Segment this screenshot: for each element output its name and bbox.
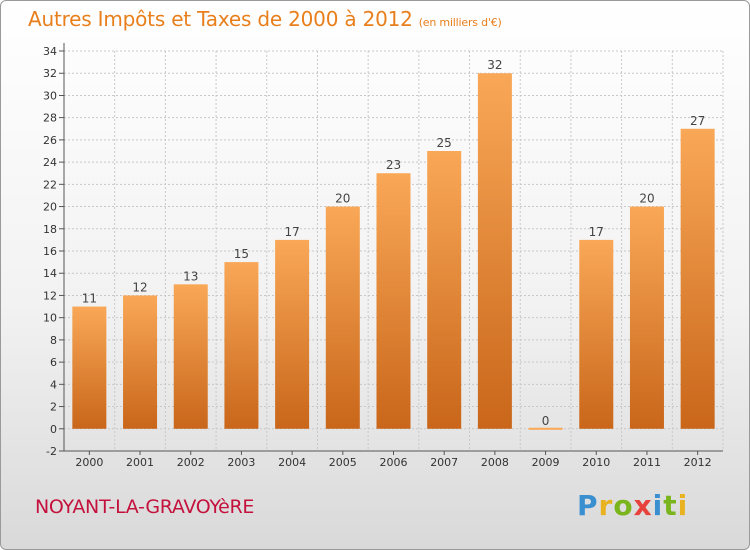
- y-tick-label: 2: [50, 401, 57, 414]
- x-tick-label-2009: 2009: [532, 456, 560, 469]
- x-tick-label-2006: 2006: [380, 456, 408, 469]
- data-label-2002: 13: [183, 269, 198, 283]
- bar-2008: [477, 73, 512, 429]
- y-tick-label: 12: [43, 289, 57, 302]
- commune-name: NOYANT-LA-GRAVOYèRE: [35, 496, 255, 518]
- y-tick-label: 18: [43, 223, 57, 236]
- bar-2005: [325, 206, 360, 429]
- data-label-2007: 25: [437, 136, 452, 150]
- y-tick-label: -2: [46, 445, 57, 458]
- x-tick-label-2008: 2008: [481, 456, 509, 469]
- x-tick-label-2003: 2003: [227, 456, 255, 469]
- y-tick-label: 0: [50, 423, 57, 436]
- logo-letter: i: [677, 489, 689, 522]
- y-tick-label: 8: [50, 334, 57, 347]
- data-label-2010: 17: [589, 225, 604, 239]
- y-tick-label: 30: [43, 89, 57, 102]
- data-label-layer: 11 12 13 15 17 20 23 25 32 0 17 20 27: [82, 58, 706, 428]
- bar-2011: [629, 206, 664, 429]
- bar-2002: [173, 284, 208, 429]
- data-label-2004: 17: [284, 225, 299, 239]
- data-label-2006: 23: [386, 158, 401, 172]
- bar-2003: [224, 262, 259, 429]
- data-label-2005: 20: [335, 192, 350, 206]
- bar-2012: [680, 128, 715, 429]
- data-label-2011: 20: [639, 192, 654, 206]
- chart-title: Autres Impôts et Taxes de 2000 à 2012 (en…: [28, 7, 502, 31]
- y-tick-label: 22: [43, 178, 57, 191]
- proxiti-logo[interactable]: Proxiti: [577, 489, 688, 522]
- y-tick-label: 10: [43, 312, 57, 325]
- bar-layer: [72, 73, 715, 430]
- x-tick-label-2011: 2011: [633, 456, 661, 469]
- data-label-2003: 15: [234, 247, 249, 261]
- bar-2004: [275, 239, 310, 429]
- data-label-2008: 32: [487, 58, 502, 72]
- bar-2007: [427, 151, 462, 429]
- logo-letter: x: [633, 489, 653, 522]
- x-tick-label-2010: 2010: [582, 456, 610, 469]
- chart-subtitle: (en milliers d'€): [418, 16, 502, 29]
- y-tick-label: 16: [43, 245, 57, 258]
- data-label-2001: 12: [132, 280, 147, 294]
- x-tick-label-2005: 2005: [329, 456, 357, 469]
- bar-2001: [123, 295, 158, 429]
- bar-2009: [528, 427, 563, 430]
- data-label-2000: 11: [82, 292, 97, 306]
- x-tick-label-2002: 2002: [177, 456, 205, 469]
- y-tick-label: 32: [43, 67, 57, 80]
- x-tick-label-2007: 2007: [430, 456, 458, 469]
- logo-letter: r: [598, 489, 614, 522]
- y-tick-label: 28: [43, 112, 57, 125]
- y-tick-label: 24: [43, 156, 57, 169]
- logo-letter: i: [652, 489, 664, 522]
- logo-letter: P: [577, 489, 599, 522]
- y-tick-label: 20: [43, 201, 57, 214]
- y-tick-label: 14: [43, 267, 57, 280]
- x-tick-label-2004: 2004: [278, 456, 306, 469]
- bar-2010: [579, 239, 614, 429]
- data-label-2009: 0: [542, 414, 550, 428]
- bar-2006: [376, 173, 411, 429]
- chart-title-text: Autres Impôts et Taxes de 2000 à 2012: [28, 7, 413, 31]
- x-tick-label-2001: 2001: [126, 456, 154, 469]
- logo-letter: o: [613, 489, 634, 522]
- y-tick-label: 34: [43, 45, 57, 58]
- y-tick-label: 6: [50, 356, 57, 369]
- data-label-2012: 27: [690, 114, 705, 128]
- x-tick-label-2012: 2012: [684, 456, 712, 469]
- logo-letter: t: [663, 489, 678, 522]
- y-tick-label: 26: [43, 134, 57, 147]
- y-tick-label: 4: [50, 378, 57, 391]
- x-tick-label-2000: 2000: [75, 456, 103, 469]
- bar-2000: [72, 306, 107, 429]
